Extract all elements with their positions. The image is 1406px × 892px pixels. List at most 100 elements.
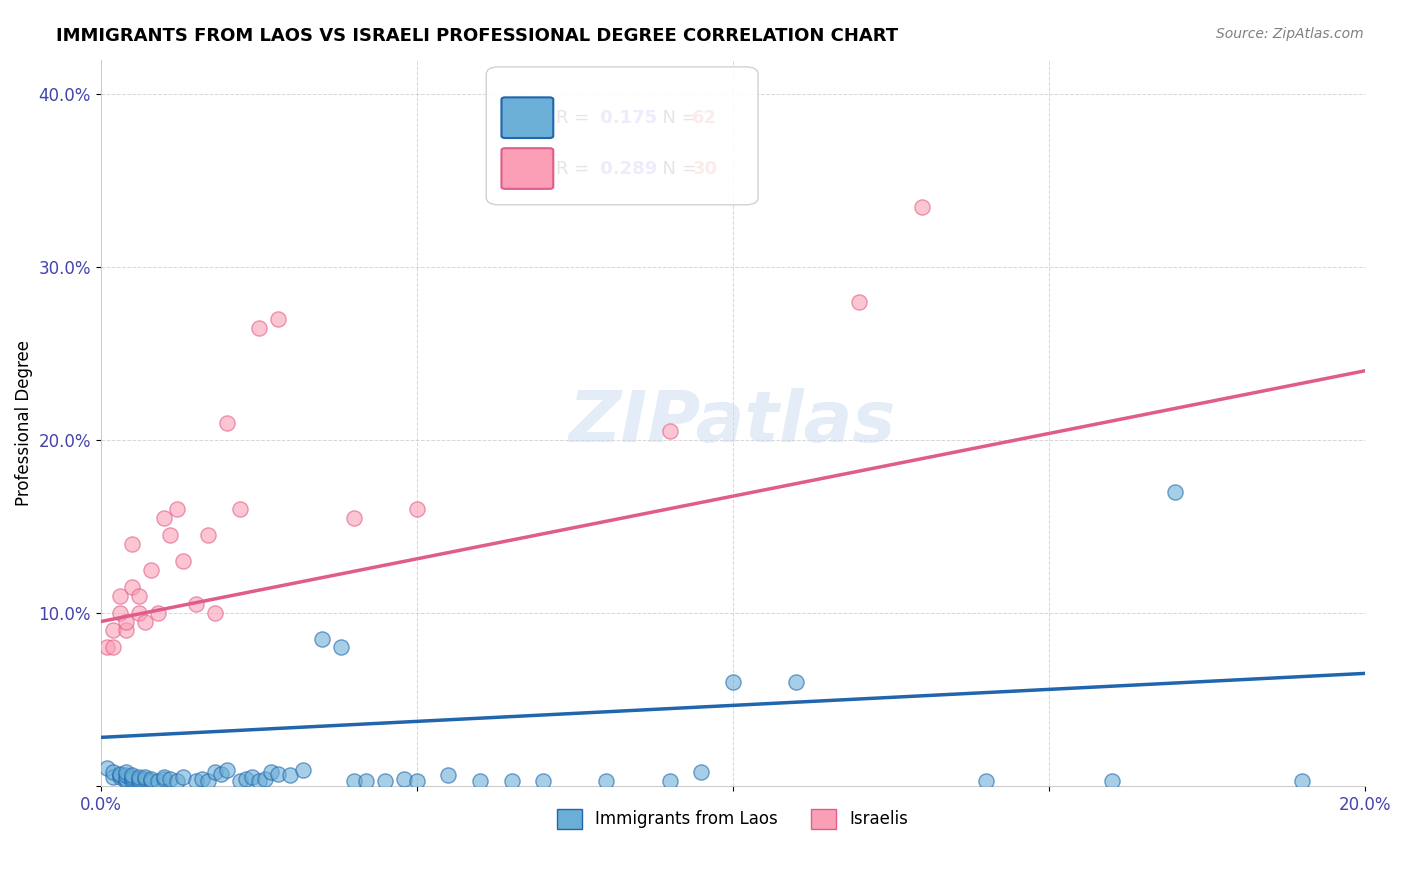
Point	[595, 773, 617, 788]
Text: R =: R =	[555, 160, 595, 178]
Point	[374, 773, 396, 788]
Point	[96, 762, 118, 776]
Point	[103, 640, 125, 655]
Point	[235, 772, 257, 786]
Point	[197, 773, 219, 788]
Point	[260, 764, 283, 779]
Point	[1291, 773, 1313, 788]
Point	[721, 675, 744, 690]
Point	[354, 773, 377, 788]
Point	[141, 773, 163, 788]
Point	[121, 537, 143, 551]
Point	[108, 766, 131, 780]
Point	[204, 764, 226, 779]
Point	[108, 589, 131, 603]
Point	[468, 773, 491, 788]
Point	[658, 773, 681, 788]
Point	[128, 589, 150, 603]
FancyBboxPatch shape	[502, 148, 554, 189]
Text: 0.175: 0.175	[593, 109, 657, 127]
Point	[103, 764, 125, 779]
Point	[128, 606, 150, 620]
Point	[103, 623, 125, 637]
Point	[292, 763, 315, 777]
Text: 62: 62	[692, 109, 717, 127]
Point	[184, 597, 207, 611]
Text: ZIPatlas: ZIPatlas	[569, 388, 897, 458]
Point	[141, 563, 163, 577]
Point	[658, 425, 681, 439]
Point	[531, 773, 554, 788]
Point	[134, 615, 156, 629]
Text: 0.289: 0.289	[593, 160, 657, 178]
Point	[121, 770, 143, 784]
Point	[848, 294, 870, 309]
Point	[229, 502, 252, 516]
Point	[690, 764, 713, 779]
Point	[134, 770, 156, 784]
Point	[115, 768, 138, 782]
Point	[172, 770, 194, 784]
Point	[159, 772, 181, 786]
Text: N =: N =	[651, 160, 702, 178]
Point	[405, 773, 427, 788]
Point	[209, 766, 232, 780]
Point	[128, 773, 150, 788]
Point	[159, 528, 181, 542]
Point	[146, 773, 169, 788]
Point	[108, 768, 131, 782]
Point	[1164, 484, 1187, 499]
Point	[974, 773, 997, 788]
FancyBboxPatch shape	[486, 67, 758, 205]
Text: R =: R =	[555, 109, 595, 127]
Point	[911, 200, 934, 214]
Point	[121, 580, 143, 594]
Legend: Immigrants from Laos, Israelis: Immigrants from Laos, Israelis	[550, 802, 915, 836]
Text: IMMIGRANTS FROM LAOS VS ISRAELI PROFESSIONAL DEGREE CORRELATION CHART: IMMIGRANTS FROM LAOS VS ISRAELI PROFESSI…	[56, 27, 898, 45]
Point	[184, 773, 207, 788]
Point	[115, 623, 138, 637]
Point	[121, 768, 143, 782]
Point	[311, 632, 333, 646]
Point	[217, 763, 239, 777]
Point	[267, 766, 290, 780]
Point	[280, 768, 302, 782]
Point	[121, 773, 143, 788]
Point	[172, 554, 194, 568]
Point	[134, 772, 156, 786]
Point	[191, 772, 214, 786]
Point	[153, 510, 176, 524]
Point	[1101, 773, 1123, 788]
Point	[342, 510, 364, 524]
Point	[153, 770, 176, 784]
Point	[267, 312, 290, 326]
Point	[437, 768, 460, 782]
Point	[197, 528, 219, 542]
Point	[128, 772, 150, 786]
Point	[405, 502, 427, 516]
Point	[247, 773, 270, 788]
Point	[108, 770, 131, 784]
Point	[329, 640, 352, 655]
Point	[785, 675, 807, 690]
Point	[115, 772, 138, 786]
Point	[247, 320, 270, 334]
Point	[204, 606, 226, 620]
Point	[128, 770, 150, 784]
Point	[115, 764, 138, 779]
Point	[108, 606, 131, 620]
Text: N =: N =	[651, 109, 702, 127]
Text: 30: 30	[692, 160, 717, 178]
Point	[217, 416, 239, 430]
Point	[254, 772, 277, 786]
Point	[146, 606, 169, 620]
Point	[121, 772, 143, 786]
Point	[153, 772, 176, 786]
Point	[166, 773, 188, 788]
Point	[103, 770, 125, 784]
Point	[96, 640, 118, 655]
Point	[242, 770, 264, 784]
Point	[115, 615, 138, 629]
Point	[115, 773, 138, 788]
Y-axis label: Professional Degree: Professional Degree	[15, 340, 32, 506]
